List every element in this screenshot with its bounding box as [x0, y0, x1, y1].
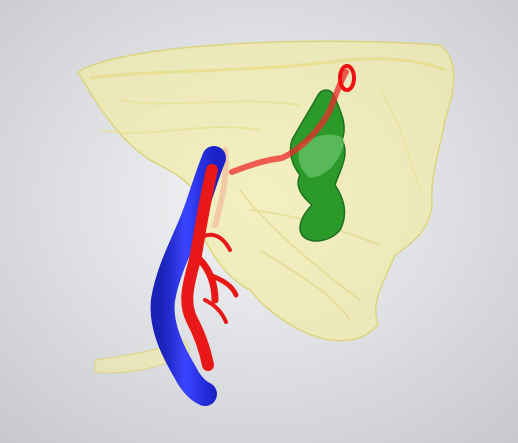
- vein: [150, 146, 226, 406]
- artery: [181, 164, 239, 371]
- green-mass: [289, 89, 346, 242]
